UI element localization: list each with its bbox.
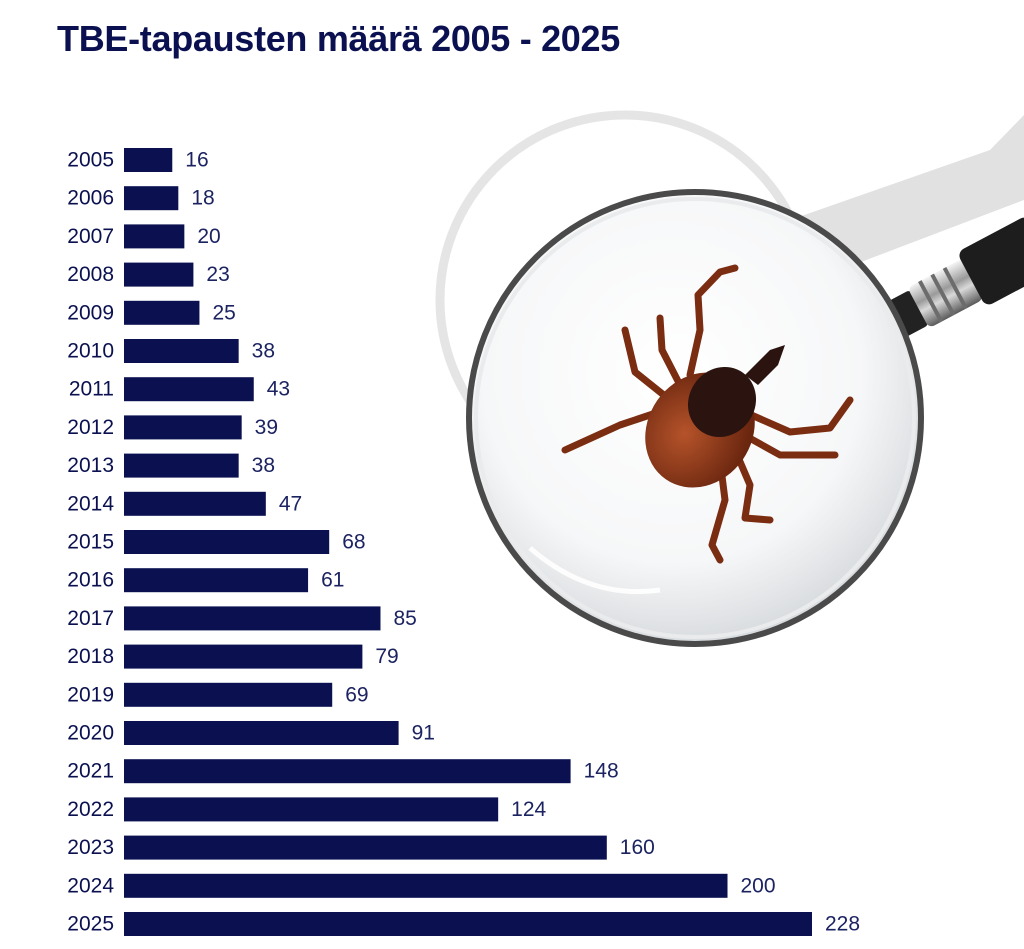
- bar-2011: [124, 377, 254, 402]
- bar-2012: [124, 415, 242, 440]
- data-label: 160: [620, 836, 655, 859]
- data-label: 39: [255, 416, 278, 439]
- bar-2010: [124, 339, 239, 363]
- y-tick-label: 2010: [67, 340, 114, 363]
- data-label: 47: [279, 492, 302, 515]
- bar-2017: [124, 606, 381, 631]
- y-tick-label: 2022: [67, 798, 114, 821]
- bar-2021: [124, 759, 571, 784]
- y-tick-label: 2020: [67, 722, 114, 745]
- data-label: 20: [197, 225, 220, 248]
- data-label: 16: [185, 149, 208, 172]
- y-tick-label: 2011: [69, 378, 114, 401]
- bar-2015: [124, 530, 330, 554]
- data-label: 124: [511, 798, 546, 821]
- y-tick-label: 2009: [67, 301, 114, 324]
- data-label: 91: [412, 722, 435, 745]
- bar-2009: [124, 300, 200, 325]
- y-tick-label: 2013: [67, 454, 114, 477]
- data-label: 79: [375, 645, 398, 668]
- data-label: 38: [252, 340, 275, 363]
- bar-2016: [124, 568, 309, 593]
- data-label: 23: [206, 263, 229, 286]
- data-label: 68: [342, 531, 365, 554]
- data-label: 38: [252, 454, 275, 477]
- bar-2023: [124, 835, 607, 860]
- data-label: 18: [191, 187, 214, 210]
- bar-2018: [124, 644, 363, 669]
- y-tick-label: 2018: [67, 645, 114, 668]
- bar-2025: [124, 912, 812, 936]
- bar-2019: [124, 682, 333, 707]
- y-tick-label: 2019: [67, 683, 114, 706]
- chart-title: TBE-tapausten määrä 2005 - 2025: [57, 18, 620, 59]
- y-tick-label: 2015: [67, 531, 114, 554]
- data-label: 148: [584, 760, 619, 783]
- y-tick-label: 2017: [67, 607, 114, 630]
- y-tick-label: 2012: [67, 416, 114, 439]
- y-tick-label: 2007: [67, 225, 114, 248]
- y-tick-label: 2016: [67, 569, 114, 592]
- data-label: 85: [393, 607, 416, 630]
- tick-icon: [561, 264, 854, 564]
- y-tick-label: 2024: [67, 874, 114, 897]
- data-label: 61: [321, 569, 344, 592]
- data-label: 25: [212, 301, 235, 324]
- bar-2022: [124, 797, 499, 822]
- data-label: 69: [345, 683, 368, 706]
- y-tick-label: 2008: [67, 263, 114, 286]
- y-tick-label: 2005: [67, 149, 114, 172]
- bar-2008: [124, 262, 194, 287]
- data-label: 228: [825, 913, 860, 936]
- bar-2005: [124, 148, 173, 172]
- data-label: 200: [741, 874, 776, 897]
- bar-2024: [124, 873, 728, 898]
- bar-2007: [124, 224, 185, 249]
- bar-2014: [124, 491, 266, 516]
- y-tick-label: 2006: [67, 187, 114, 210]
- y-tick-label: 2021: [67, 760, 114, 783]
- bar-2020: [124, 721, 399, 745]
- bar-2006: [124, 186, 179, 211]
- y-tick-label: 2023: [67, 836, 114, 859]
- y-tick-label: 2014: [67, 492, 114, 515]
- y-tick-label: 2025: [67, 913, 114, 936]
- bar-2013: [124, 453, 239, 478]
- data-label: 43: [267, 378, 290, 401]
